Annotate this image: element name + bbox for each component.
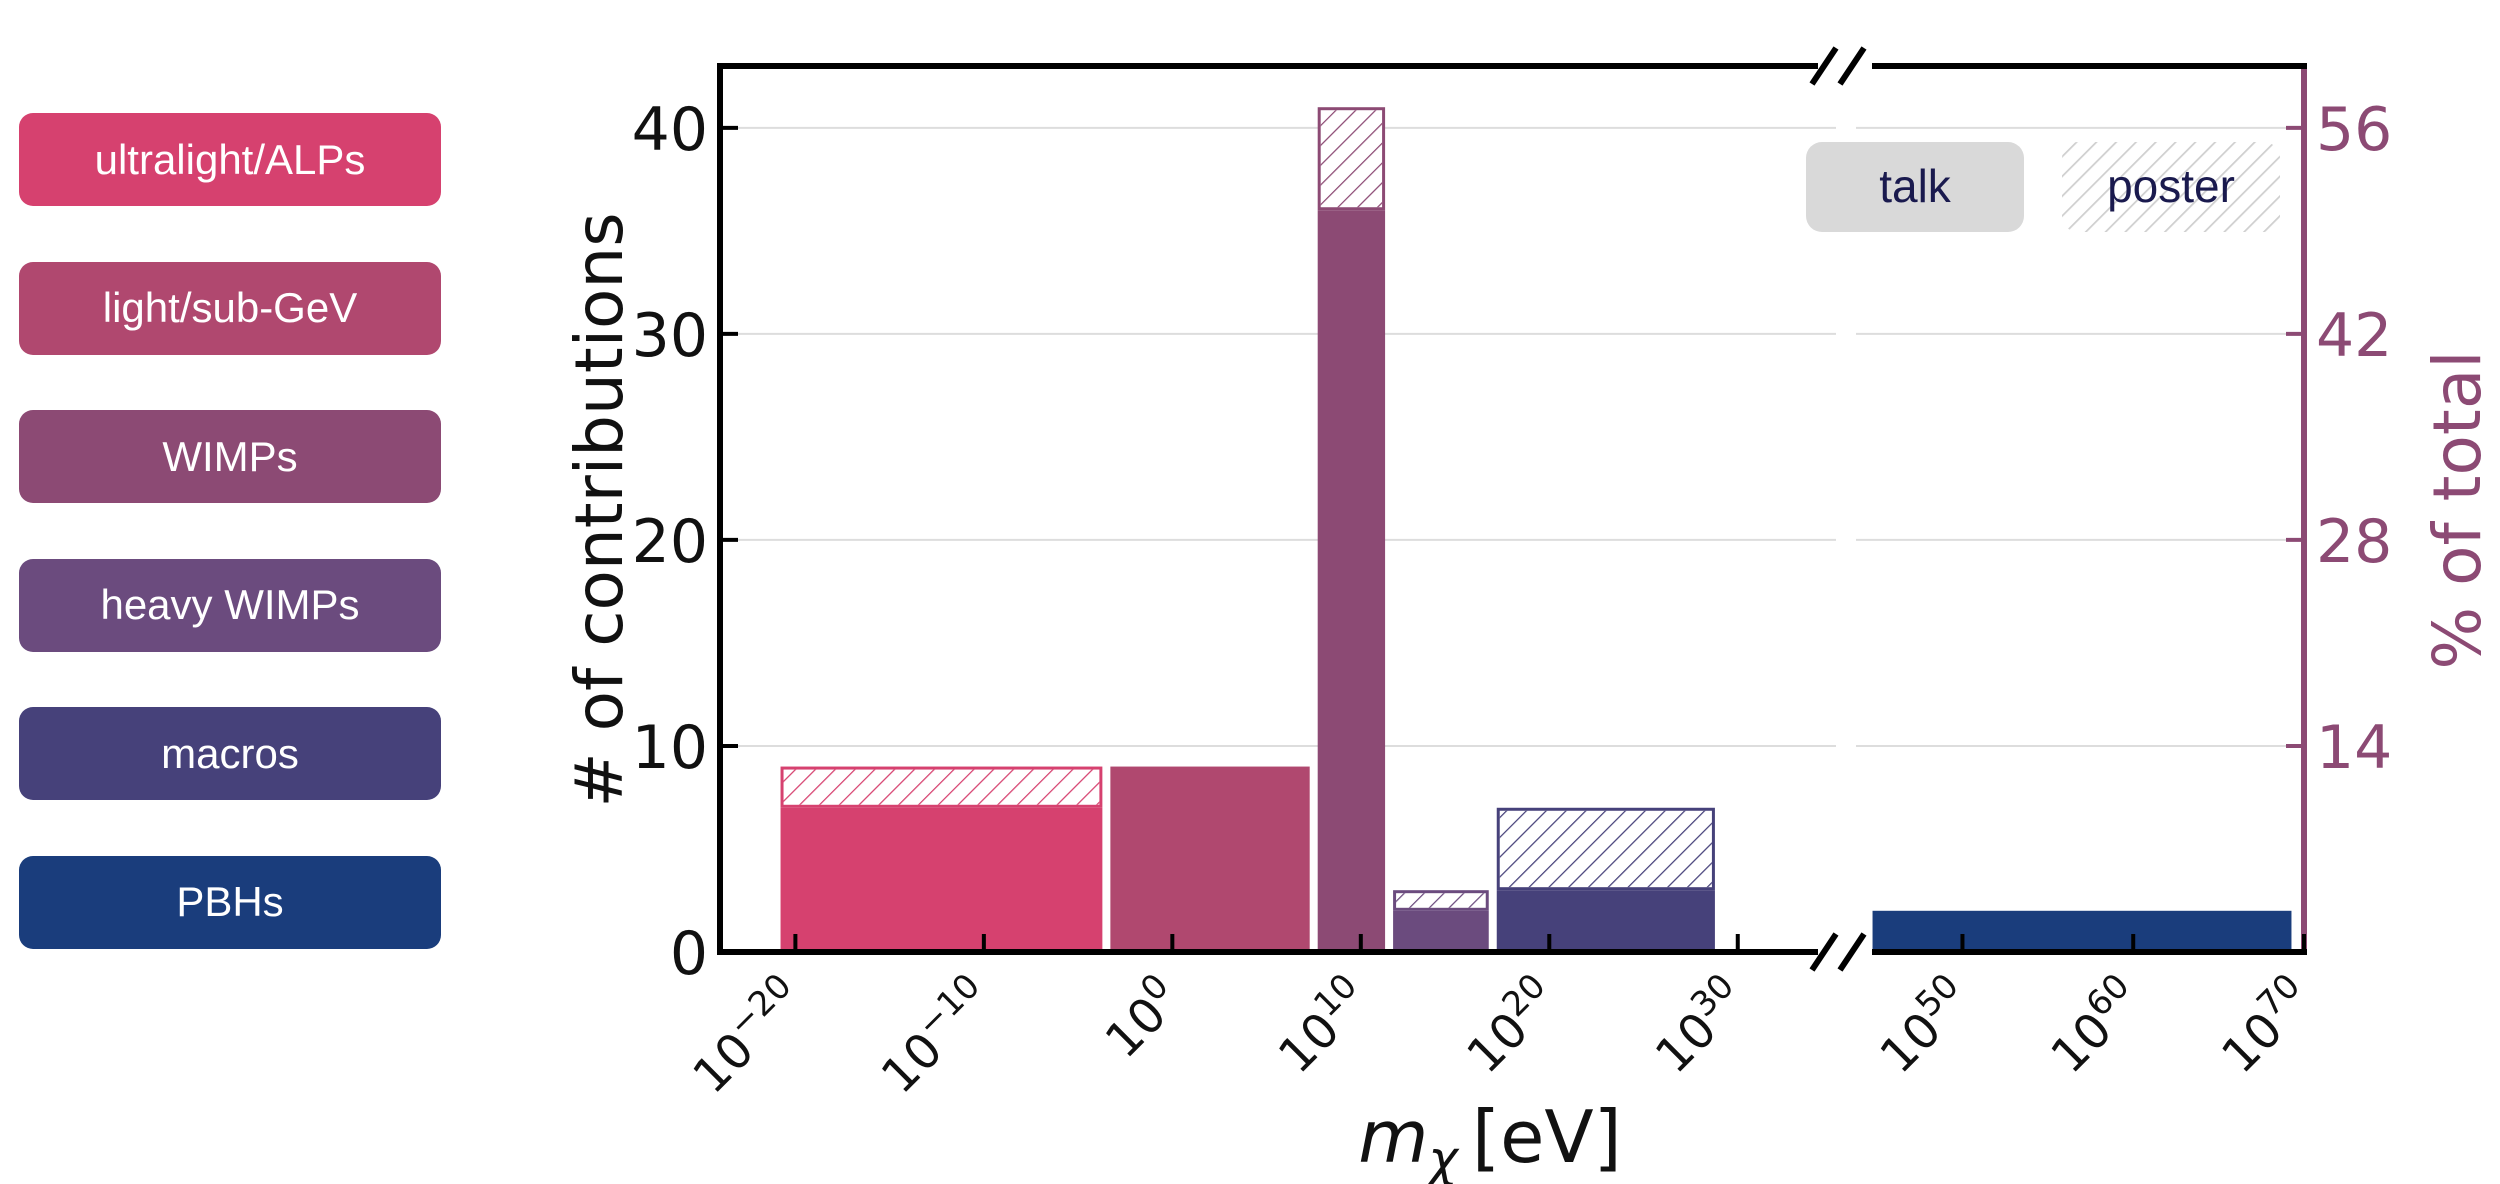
bar-talk-segment xyxy=(1110,766,1310,952)
bar-talk-segment xyxy=(1393,910,1489,952)
axis-break-gap xyxy=(1836,74,1856,944)
bar-talk-segment xyxy=(1496,890,1715,952)
axis-break-mark xyxy=(1809,932,1839,972)
bar-poster-segment xyxy=(1499,810,1712,888)
axis-break-mark xyxy=(1809,46,1839,86)
bar-talk-segment xyxy=(780,807,1103,952)
legend-talk-swatch xyxy=(1806,142,2024,232)
y-right-tick-label: 56 xyxy=(2316,95,2392,165)
x-tick-label: 1070 xyxy=(2206,966,2324,1084)
legend-poster-label: poster xyxy=(2107,160,2235,212)
bar-talk-segment xyxy=(1872,910,2292,952)
y-axis-label: # of contributions xyxy=(561,212,638,807)
legend-poster: poster xyxy=(2062,142,2280,232)
x-tick-label: 1030 xyxy=(1640,966,1758,1084)
x-tick-label: 100 xyxy=(1090,966,1193,1069)
bar-poster-segment xyxy=(783,769,1100,805)
bar-talk-segment xyxy=(1317,210,1386,953)
x-tick-label: 1060 xyxy=(2035,966,2153,1084)
legend-item-ultralight-alps: ultralight/ALPs xyxy=(19,113,441,206)
y-tick-label: 40 xyxy=(632,95,708,165)
x-tick-label: 1020 xyxy=(1451,966,1569,1084)
y-tick-label: 0 xyxy=(670,919,708,989)
bar-wimps xyxy=(1317,107,1386,953)
legend-talk-label: talk xyxy=(1879,160,1952,212)
x-axis-label: mχ [eV] xyxy=(1358,1095,1621,1184)
bar-heavy-wimps xyxy=(1393,890,1489,952)
legend-talk: talk xyxy=(1806,142,2024,232)
y-axis-right-label: % of total xyxy=(2419,350,2496,669)
y-tick-label: 30 xyxy=(632,301,708,371)
axis-break-mark xyxy=(1837,932,1867,972)
y-right-tick-label: 14 xyxy=(2316,713,2392,783)
y-right-tick-label: 42 xyxy=(2316,301,2392,371)
legend-item-pbhs: PBHs xyxy=(19,855,441,949)
axis-break-mark xyxy=(1837,46,1867,86)
legend-item-heavy-wimps: heavy WIMPs xyxy=(19,558,441,652)
bar-light-sub-gev xyxy=(1110,766,1310,952)
bar-poster-segment xyxy=(1320,110,1383,208)
y-tick-label: 20 xyxy=(632,507,708,577)
bar-pbhs xyxy=(1872,910,2292,952)
x-tick-label: 1050 xyxy=(1865,966,1983,1084)
bar-poster-segment xyxy=(1396,893,1486,908)
legend-item-macros: macros xyxy=(19,707,441,800)
bar-ultralight-alps xyxy=(780,766,1103,952)
bar-macros xyxy=(1496,807,1715,952)
y-tick-label: 10 xyxy=(632,713,708,783)
legend-poster-swatch xyxy=(2062,142,2280,232)
x-tick-label: 1010 xyxy=(1263,966,1381,1084)
y-right-tick-label: 28 xyxy=(2316,507,2392,577)
legend-item-light-sub-gev: light/sub-GeV xyxy=(19,261,441,355)
x-tick-label: 10−10 xyxy=(866,966,1004,1104)
legend-item-wimps: WIMPs xyxy=(19,410,441,503)
